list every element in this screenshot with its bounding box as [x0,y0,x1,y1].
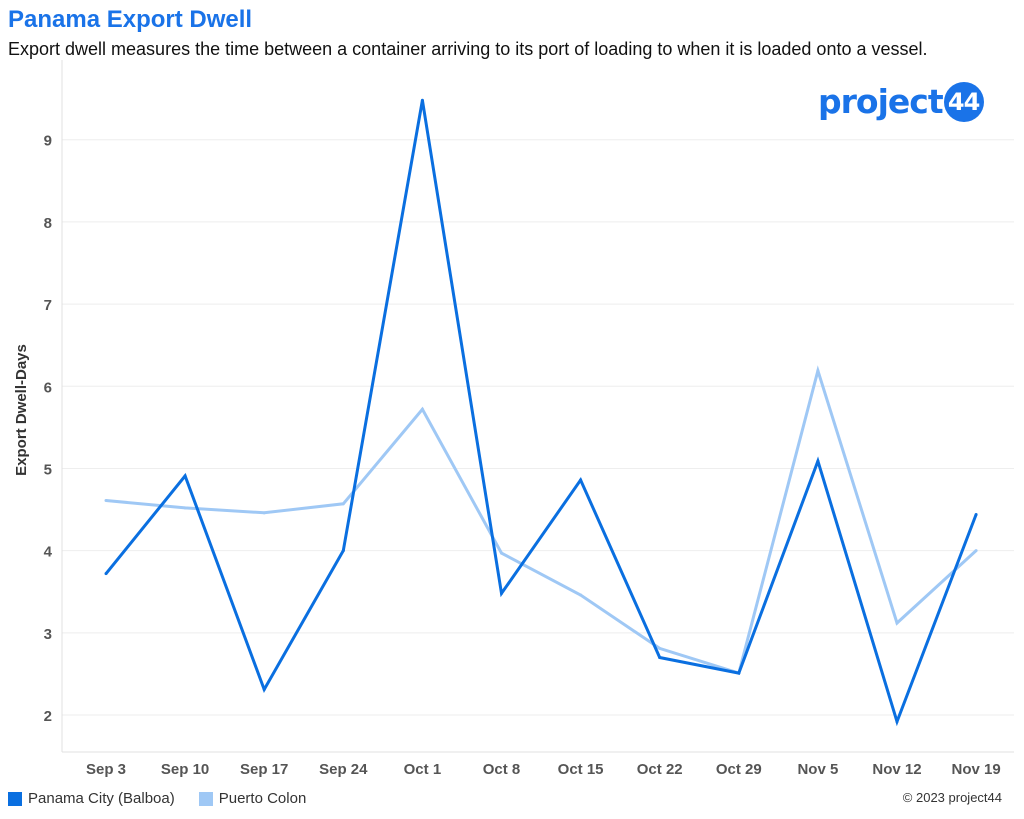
y-tick-label: 5 [44,461,52,478]
data-point [895,621,899,625]
y-tick-label: 3 [44,626,52,643]
data-point [895,720,899,724]
project44-logo: project 44 [818,82,984,122]
x-tick-label: Sep 24 [319,761,368,778]
legend-swatch [198,791,213,806]
data-point [974,549,978,553]
x-tick-label: Oct 15 [558,761,604,778]
legend: Panama City (Balboa) Puerto Colon [8,790,330,807]
x-tick-label: Nov 5 [797,761,838,778]
x-tick-label: Nov 12 [872,761,921,778]
legend-item-series-2[interactable]: Puerto Colon [198,790,307,807]
series-lines [104,98,978,727]
data-point [974,512,978,516]
data-point [816,459,820,463]
data-point [500,591,503,595]
x-tick-label: Oct 8 [483,761,521,778]
data-point [500,551,503,555]
y-tick-label: 7 [44,297,52,314]
y-axis-label: Export Dwell-Days [13,344,30,476]
axes [61,60,1014,753]
x-tick-label: Oct 29 [716,761,762,778]
data-point [579,478,583,482]
x-tick-label: Oct 1 [404,761,442,778]
logo-text: project [818,82,944,121]
data-point [658,646,662,650]
y-tick-label: 4 [44,544,53,561]
y-tick-labels: 2 3 4 5 6 7 8 9 [44,133,53,725]
data-point [579,593,583,597]
x-tick-labels: Sep 3 Sep 10 Sep 17 Sep 24 Oct 1 Oct 8 Oct 15 O… [86,761,1001,778]
y-tick-label: 2 [44,708,52,725]
data-point [262,511,266,515]
copyright-notice: © 2023 project44 [902,790,1002,805]
data-point [183,506,187,510]
data-point [104,572,108,576]
data-point [420,407,424,411]
legend-label: Panama City (Balboa) [28,790,175,807]
chart-title: Panama Export Dwell [8,6,253,33]
x-tick-label: Sep 3 [86,761,126,778]
data-point [420,98,424,102]
y-tick-label: 9 [44,133,52,150]
data-point [341,549,345,553]
data-point [183,474,187,478]
series-line-2 [105,365,978,676]
x-tick-label: Oct 22 [637,761,683,778]
data-point [737,671,741,675]
legend-swatch [8,791,22,806]
data-point [104,499,108,503]
data-point [341,502,345,506]
logo-badge: 44 [943,82,984,122]
series-line-1 [104,100,978,727]
chart-subtitle: Export dwell measures the time between a… [8,39,928,59]
x-tick-label: Sep 10 [161,761,209,778]
legend-item-series-1[interactable]: Panama City (Balboa) [8,790,175,807]
legend-label: Puerto Colon [218,790,307,807]
grid-lines [62,139,1014,716]
x-tick-label: Nov 19 [951,761,1000,778]
x-tick-label: Sep 17 [240,761,288,778]
data-point [816,369,820,373]
y-tick-label: 6 [44,379,52,396]
data-point [262,688,266,692]
y-tick-label: 8 [44,215,52,232]
data-point [658,655,662,659]
